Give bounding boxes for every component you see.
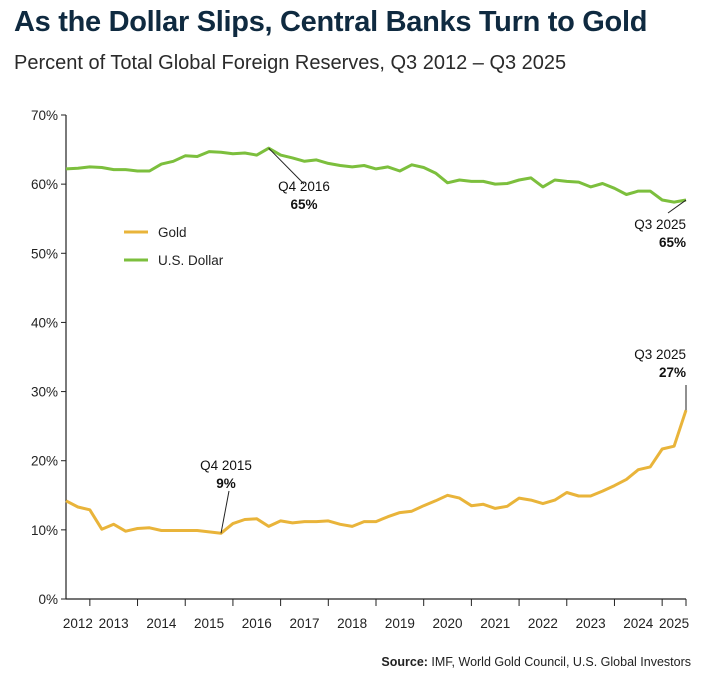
- annotation-label: Q3 2025: [634, 217, 686, 232]
- series-line-u-s-dollar: [65, 146, 687, 204]
- x-tick-label: 2023: [576, 616, 606, 631]
- legend-label: U.S. Dollar: [158, 253, 224, 268]
- annotation-value: 65%: [659, 235, 686, 250]
- x-tick-label: 2019: [385, 616, 415, 631]
- legend-label: Gold: [158, 225, 187, 240]
- y-tick-label: 30%: [31, 385, 58, 400]
- annotation-label: Q4 2015: [200, 458, 252, 473]
- y-tick-label: 0%: [38, 592, 58, 607]
- source-note: Source: IMF, World Gold Council, U.S. Gl…: [381, 655, 691, 669]
- annotations: Q4 2016 65% Q3 2025 65% Q4 2015 9% Q3 2025 27%: [200, 147, 687, 534]
- chart-subtitle: Percent of Total Global Foreign Reserves…: [14, 52, 567, 74]
- x-tick-label: 2020: [433, 616, 463, 631]
- y-tick-label: 10%: [31, 523, 58, 538]
- annotation-value: 27%: [659, 365, 686, 380]
- source-text: IMF, World Gold Council, U.S. Global Inv…: [427, 655, 691, 669]
- source-label: Source:: [381, 655, 428, 669]
- x-axis: 2012 2013 2014 2015 2016 2017 2018 2019 2020 2021…: [63, 598, 689, 631]
- y-tick-label: 20%: [31, 454, 58, 469]
- y-tick-label: 50%: [31, 246, 58, 261]
- x-tick-label: 2021: [480, 616, 510, 631]
- annotation-leader: [667, 199, 687, 214]
- x-tick-label: 2015: [194, 616, 224, 631]
- x-tick-label: 2024: [623, 616, 654, 631]
- x-tick-label: 2013: [99, 616, 129, 631]
- chart-title: As the Dollar Slips, Central Banks Turn …: [14, 6, 648, 38]
- x-tick-label: 2022: [528, 616, 558, 631]
- series-line-gold: [65, 409, 688, 535]
- x-tick-label: 2016: [242, 616, 272, 631]
- x-tick-label: 2017: [289, 616, 319, 631]
- x-tick-label: 2014: [146, 616, 177, 631]
- y-tick-label: 40%: [31, 315, 58, 330]
- y-tick-label: 70%: [31, 108, 58, 123]
- annotation-leader: [268, 147, 305, 185]
- legend: Gold U.S. Dollar: [124, 225, 224, 268]
- series-lines: [65, 146, 688, 535]
- annotation-label: Q4 2016: [278, 179, 330, 194]
- annotation-value: 9%: [216, 476, 236, 491]
- annotation-value: 65%: [290, 197, 317, 212]
- x-tick-label: 2012: [63, 616, 93, 631]
- annotation-label: Q3 2025: [634, 347, 686, 362]
- x-tick-label: 2018: [337, 616, 367, 631]
- annotation-leader: [220, 490, 230, 534]
- y-axis: 0% 10% 20% 30% 40% 50% 60% 70%: [31, 108, 67, 607]
- x-tick-label: 2025: [659, 616, 689, 631]
- y-tick-label: 60%: [31, 177, 58, 192]
